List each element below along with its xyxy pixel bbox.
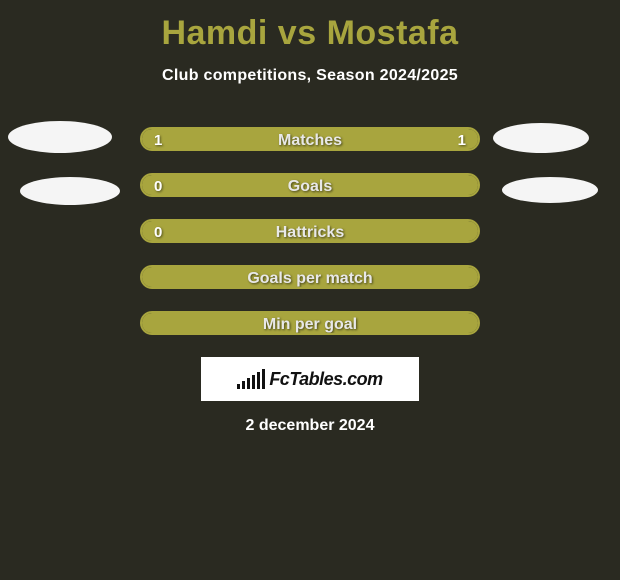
logo-bar (257, 372, 260, 389)
stat-row: Goals per match (0, 265, 620, 289)
logo-bar (242, 381, 245, 389)
bar-fill-right (310, 129, 478, 149)
page-title: Hamdi vs Mostafa (0, 0, 620, 53)
stat-bar: Min per goal (140, 311, 480, 335)
logo-bar (252, 375, 255, 389)
logo-bar (262, 369, 265, 389)
bar-fill-left (142, 221, 478, 241)
logo-text: FcTables.com (269, 369, 382, 390)
subtitle: Club competitions, Season 2024/2025 (0, 67, 620, 85)
stat-row: Hattricks0 (0, 219, 620, 243)
date-line: 2 december 2024 (0, 417, 620, 435)
logo-bar (237, 384, 240, 389)
stat-bar: Goals0 (140, 173, 480, 197)
stat-row: Matches11 (0, 127, 620, 151)
site-logo: FcTables.com (201, 357, 419, 401)
bar-fill-left (142, 175, 478, 195)
logo-bar (247, 378, 250, 389)
bar-fill-left (142, 129, 310, 149)
stat-row: Min per goal (0, 311, 620, 335)
stat-row: Goals0 (0, 173, 620, 197)
stat-bar: Hattricks0 (140, 219, 480, 243)
bar-fill-left (142, 313, 478, 333)
stat-rows: Matches11 Goals0 Hattricks0 Goals per match… (0, 127, 620, 335)
stat-bar: Goals per match (140, 265, 480, 289)
stat-bar: Matches11 (140, 127, 480, 151)
bar-fill-left (142, 267, 478, 287)
logo-bars-icon (237, 369, 265, 389)
